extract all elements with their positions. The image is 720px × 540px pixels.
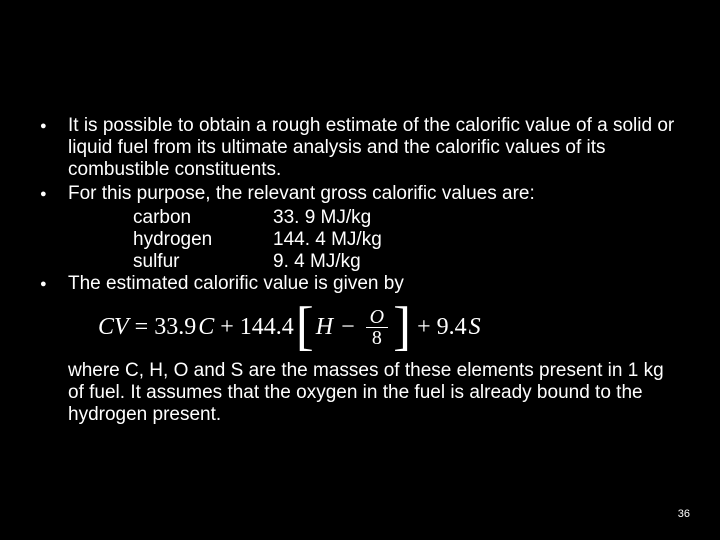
bullet-text: It is possible to obtain a rough estimat… xyxy=(68,115,682,181)
bullet-item: ● The estimated calorific value is given… xyxy=(38,273,682,295)
eq-var: C xyxy=(198,314,214,341)
bullet-item: ● For this purpose, the relevant gross c… xyxy=(38,183,682,205)
bullet-icon: ● xyxy=(38,115,68,137)
eq-var: S xyxy=(469,314,481,341)
eq-equals: = xyxy=(135,314,149,341)
eq-plus: + xyxy=(220,314,234,341)
bullet-item: ● It is possible to obtain a rough estim… xyxy=(38,115,682,181)
eq-coef: 144.4 xyxy=(240,314,294,341)
element-label: carbon xyxy=(133,207,273,229)
page-number: 36 xyxy=(678,508,690,520)
frac-numerator: O xyxy=(366,307,388,327)
element-value: 144. 4 MJ/kg xyxy=(273,229,682,251)
table-row: carbon 33. 9 MJ/kg xyxy=(133,207,682,229)
bullet-text: For this purpose, the relevant gross cal… xyxy=(68,183,682,205)
element-label: hydrogen xyxy=(133,229,273,251)
element-label: sulfur xyxy=(133,251,273,273)
slide-content: ● It is possible to obtain a rough estim… xyxy=(38,115,682,426)
eq-var: H xyxy=(316,314,333,341)
eq-minus: − xyxy=(341,314,355,341)
calorific-table: carbon 33. 9 MJ/kg hydrogen 144. 4 MJ/kg… xyxy=(133,207,682,273)
bullet-text: The estimated calorific value is given b… xyxy=(68,273,682,295)
equation-block: CV = 33.9 C + 144.4 [ H − O 8 ] + 9.4 S xyxy=(98,307,682,348)
closing-text: where C, H, O and S are the masses of th… xyxy=(68,360,682,426)
eq-coef: 9.4 xyxy=(437,314,467,341)
bullet-icon: ● xyxy=(38,273,68,295)
eq-coef: 33.9 xyxy=(154,314,196,341)
element-value: 9. 4 MJ/kg xyxy=(273,251,682,273)
bullet-icon: ● xyxy=(38,183,68,205)
calorific-equation: CV = 33.9 C + 144.4 [ H − O 8 ] + 9.4 S xyxy=(98,307,682,348)
eq-plus: + xyxy=(417,314,431,341)
eq-fraction: O 8 xyxy=(366,307,388,348)
eq-lhs: CV xyxy=(98,314,129,341)
table-row: hydrogen 144. 4 MJ/kg xyxy=(133,229,682,251)
table-row: sulfur 9. 4 MJ/kg xyxy=(133,251,682,273)
frac-denominator: 8 xyxy=(368,328,386,348)
element-value: 33. 9 MJ/kg xyxy=(273,207,682,229)
